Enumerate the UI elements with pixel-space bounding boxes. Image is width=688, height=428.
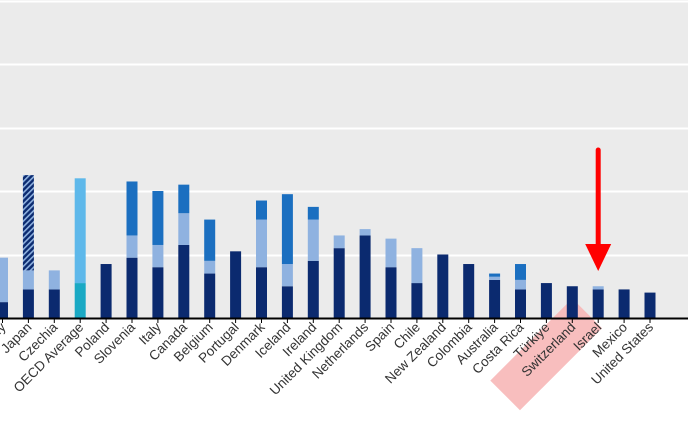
bar-segment-japan-3: [22, 175, 34, 271]
bar-segment-slovenia-1: [126, 257, 138, 318]
bar-segment-italy-2: [152, 244, 164, 268]
bar-segment-costa-rica-3: [515, 264, 526, 280]
bar-segment-australia-1: [489, 279, 501, 318]
highlight-band: [490, 298, 602, 411]
bar-segment-oecd-average-3: [74, 178, 86, 284]
bars: [0, 175, 656, 318]
bar-segment-belgium-1: [204, 273, 216, 318]
bar-segment-netherlands-1: [359, 235, 371, 318]
bar-segment-canada-2: [178, 213, 190, 245]
bar-segment-canada-3: [178, 184, 190, 214]
bar-segment-oecd-average-1: [74, 283, 86, 318]
bar-segment-italy-3: [152, 191, 164, 245]
bar-segment-ireland-1: [307, 260, 319, 318]
bar-segment-iceland-2: [281, 264, 293, 287]
bar-segment-iceland-3: [281, 194, 293, 265]
arrow-head: [585, 244, 612, 271]
bar-segment-netherlands-2: [359, 229, 371, 236]
bar-segment-australia-2: [489, 276, 501, 280]
bar-segment-japan-1: [22, 289, 34, 318]
bar-segment-colombia-1: [463, 264, 475, 318]
bar-segment-germany-1: [0, 302, 8, 318]
bar-segment-iceland-1: [281, 286, 293, 318]
bar-segment-denmark-2: [256, 219, 267, 268]
bar-segment-chile-2: [411, 248, 423, 284]
bar-segment-mexico-1: [618, 289, 630, 318]
bar-segment-poland-1: [100, 264, 112, 318]
bar-segment-new-zealand-1: [437, 254, 449, 318]
x-axis-ticks: [2, 318, 651, 323]
bar-segment-slovenia-2: [126, 235, 138, 258]
x-tick-label-spain: Spain: [362, 320, 397, 355]
bar-segment-italy-1: [152, 267, 164, 318]
bar-segment-japan-2: [22, 270, 34, 290]
bar-segment-czechia-2: [48, 270, 60, 290]
arrow-layer: [585, 147, 612, 271]
gridlines: [0, 0, 688, 257]
bar-segment-denmark-1: [256, 267, 267, 318]
bar-segment-ireland-2: [307, 219, 319, 261]
bar-segment-chile-1: [411, 283, 423, 318]
bar-segment-costa-rica-1: [515, 289, 526, 318]
bar-segment-australia-3: [489, 273, 501, 277]
bar-segment-czechia-1: [48, 289, 60, 318]
bar-segment-belgium-2: [204, 260, 216, 274]
bar-segment-t-rkiye-1: [540, 283, 552, 318]
bar-segment-switzerland-1: [566, 286, 578, 318]
bar-segment-united-kingdom-1: [333, 248, 345, 318]
bar-segment-israel-2: [592, 286, 604, 290]
bar-segment-united-states-1: [644, 292, 656, 318]
bar-segment-united-kingdom-2: [333, 235, 345, 249]
bar-segment-israel-1: [592, 289, 604, 318]
bar-segment-costa-rica-2: [515, 279, 526, 290]
bar-segment-canada-1: [178, 244, 190, 318]
bar-segment-slovenia-3: [126, 181, 138, 236]
bar-segment-spain-1: [385, 267, 397, 318]
bar-segment-belgium-3: [204, 219, 216, 261]
bar-segment-ireland-3: [307, 206, 319, 220]
bar-segment-denmark-3: [256, 200, 267, 220]
highlight-layer: [490, 298, 602, 411]
bar-segment-germany-2: [0, 257, 8, 303]
bar-segment-portugal-1: [230, 251, 242, 318]
bar-segment-spain-2: [385, 238, 397, 268]
